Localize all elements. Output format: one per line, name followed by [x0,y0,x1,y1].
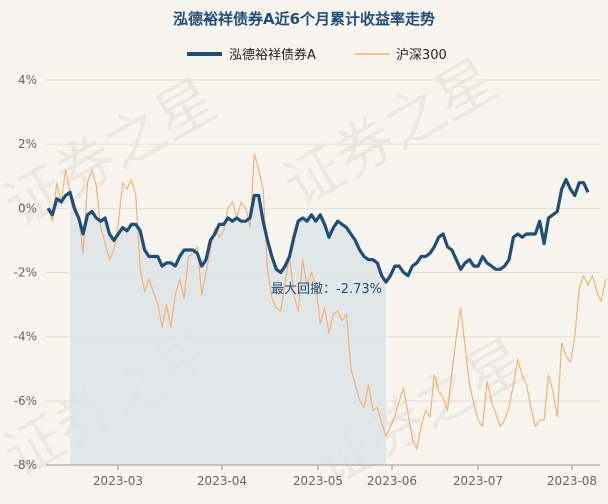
x-tick-label: 2023-03 [93,474,143,488]
legend-fund-label: 泓德裕祥债券A [229,47,316,63]
max-drawdown-area [69,192,386,466]
y-tick-label: -8% [14,458,37,472]
y-tick-label: -4% [14,330,37,344]
x-tick-label: 2023-05 [293,474,343,488]
series-lines [46,153,607,450]
y-tick-label: 0% [18,201,37,215]
x-tick-label: 2023-07 [453,474,503,488]
max-drawdown-label: 最大回撤：-2.73% [271,281,382,297]
watermark-text: 证券之星 [273,45,508,220]
legend-index-label: 沪深300 [396,47,447,63]
y-tick-label: 2% [18,137,37,151]
x-tick-label: 2023-08 [547,474,597,488]
y-tick-label: -6% [14,394,37,408]
axes: 4% 2% 0% -2% -4% -6% -8% 2023-03 2023-04 2023-05 2… [14,73,600,488]
series-line-index [47,153,607,450]
x-tick-label: 2023-04 [197,474,247,488]
y-tick-label: -2% [14,266,37,280]
y-tick-label: 4% [18,73,37,87]
drawdown-shading [69,192,386,466]
chart-title: 泓德裕祥债券A近6个月累计收益率走势 [173,10,435,28]
x-tick-label: 2023-06 [367,474,417,488]
chart-legend: 泓德裕祥债券A 沪深300 [187,47,447,63]
series-line-fund [46,177,590,284]
